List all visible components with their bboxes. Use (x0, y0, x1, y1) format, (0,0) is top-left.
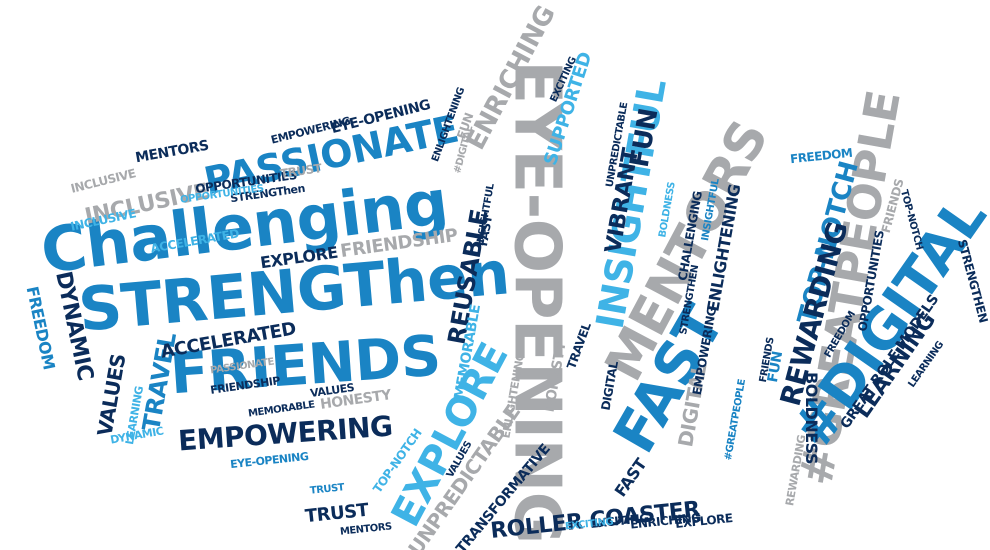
word-freedom: FREEDOM (22, 284, 59, 372)
word-top-notch-right: TOP-NOTCH (897, 188, 925, 252)
word-eye-opening-lower: EYE-OPENING (229, 449, 309, 472)
word-values: VALUES (92, 352, 131, 438)
word-mentors-lower: MENTORS (339, 521, 393, 538)
word-trust-lower: TRUST (309, 482, 345, 497)
word-inclusive-left: INCLUSIVE (69, 166, 138, 196)
word-greatpeople-small: #GREATPEOPLE (723, 378, 749, 462)
word-fast-lower: FAST (610, 455, 651, 501)
word-trust: TRUST (304, 499, 370, 528)
word-mentors-small: MENTORS (134, 137, 210, 167)
word-empowering: EMPOWERING (177, 409, 394, 458)
